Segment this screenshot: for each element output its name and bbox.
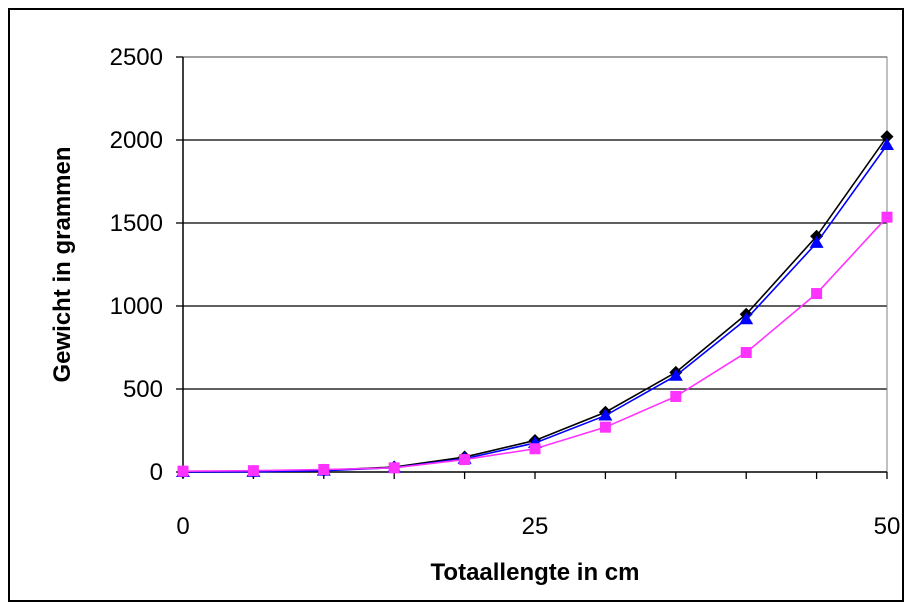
y-tick-label: 2000 bbox=[110, 127, 163, 154]
axes bbox=[176, 56, 888, 479]
y-tick-label: 0 bbox=[150, 459, 163, 486]
series-line-triangle bbox=[182, 144, 888, 473]
x-tick-label: 0 bbox=[176, 513, 189, 540]
tick-labels: 0 500 1000 1500 2000 2500 0 25 50 bbox=[110, 44, 901, 540]
series-layer bbox=[176, 130, 894, 479]
y-tick-label: 500 bbox=[123, 376, 163, 403]
data-point-square bbox=[459, 454, 471, 466]
data-point-square bbox=[670, 390, 682, 402]
data-point-diamond bbox=[880, 130, 894, 144]
x-axis-title: Totaallengte in cm bbox=[431, 559, 640, 586]
data-point-square bbox=[318, 464, 330, 476]
x-tick-label: 25 bbox=[522, 513, 549, 540]
y-tick-label: 2500 bbox=[110, 44, 163, 71]
data-point-triangle bbox=[809, 235, 824, 248]
series-line-diamond bbox=[182, 136, 888, 473]
x-tick-label: 50 bbox=[874, 513, 901, 540]
series-diamond bbox=[176, 130, 894, 479]
data-point-square bbox=[529, 443, 541, 455]
y-axis-title: Gewicht in grammen bbox=[49, 146, 76, 382]
data-point-square bbox=[881, 211, 893, 223]
y-tick-label: 1000 bbox=[110, 293, 163, 320]
data-point-square bbox=[247, 465, 259, 477]
data-point-triangle bbox=[880, 137, 894, 150]
series-line-square bbox=[182, 216, 888, 472]
data-point-square bbox=[740, 346, 752, 358]
data-point-triangle bbox=[668, 368, 683, 381]
data-point-square bbox=[811, 288, 823, 300]
data-point-triangle bbox=[739, 312, 754, 325]
y-tick-label: 1500 bbox=[110, 210, 163, 237]
data-point-square bbox=[388, 462, 400, 474]
plot-area bbox=[182, 56, 888, 473]
data-point-square bbox=[177, 465, 189, 477]
data-point-triangle bbox=[598, 408, 613, 421]
data-point-square bbox=[599, 421, 611, 433]
series-triangle bbox=[176, 137, 894, 477]
series-square bbox=[177, 211, 893, 477]
grid-lines bbox=[183, 56, 887, 390]
